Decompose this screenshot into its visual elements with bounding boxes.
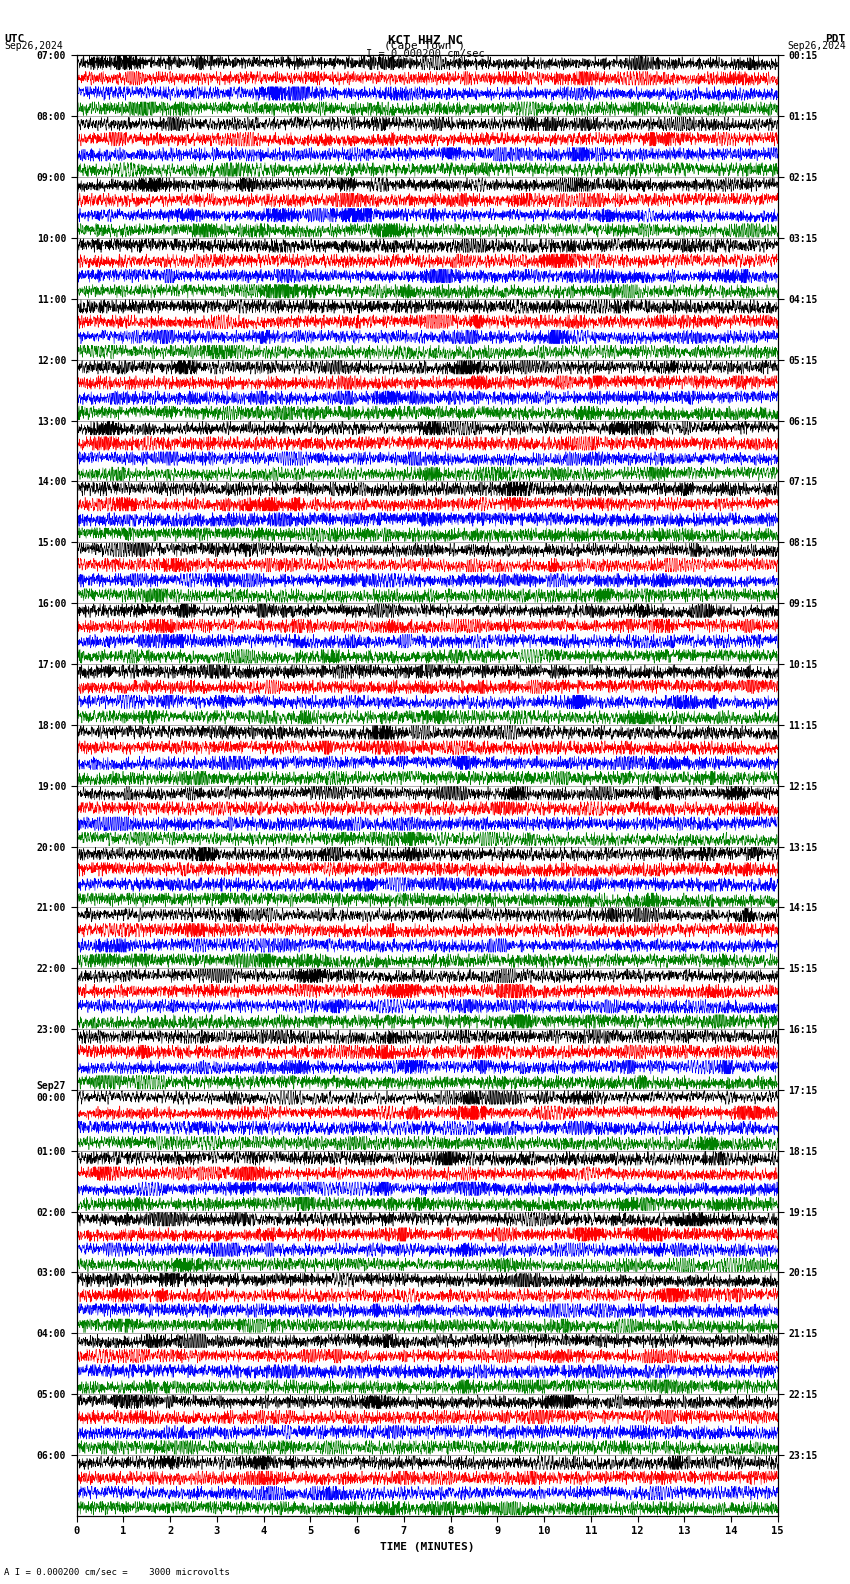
Text: A I = 0.000200 cm/sec =    3000 microvolts: A I = 0.000200 cm/sec = 3000 microvolts [4, 1567, 230, 1576]
Text: Sep26,2024: Sep26,2024 [4, 41, 63, 51]
Text: KCT HHZ NC: KCT HHZ NC [388, 33, 462, 48]
X-axis label: TIME (MINUTES): TIME (MINUTES) [380, 1541, 474, 1552]
Text: (Cape Town ): (Cape Town ) [384, 41, 466, 51]
Text: I = 0.000200 cm/sec: I = 0.000200 cm/sec [366, 49, 484, 59]
Text: PDT: PDT [825, 33, 846, 44]
Text: UTC: UTC [4, 33, 25, 44]
Text: Sep26,2024: Sep26,2024 [787, 41, 846, 51]
